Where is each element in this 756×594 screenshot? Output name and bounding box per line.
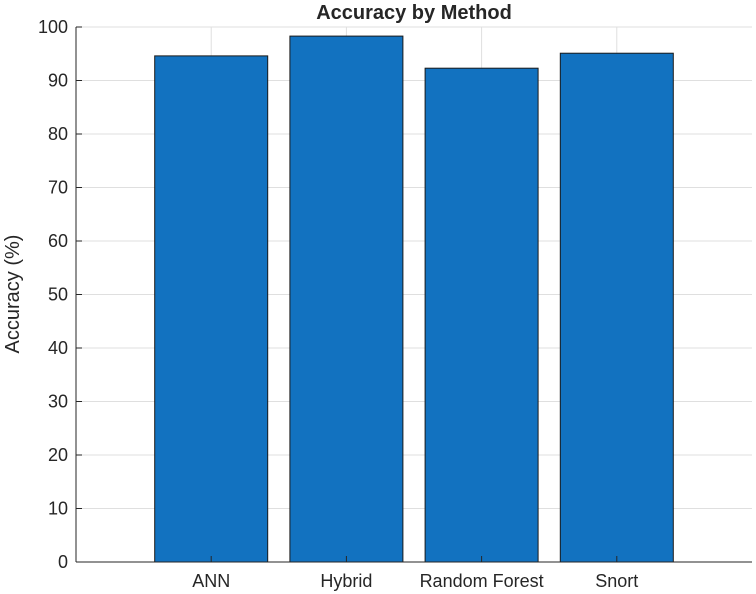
- x-ticks: ANN Hybrid Random Forest Snort: [192, 556, 638, 591]
- y-tick-label: 70: [48, 178, 68, 198]
- y-tick-label: 30: [48, 392, 68, 412]
- y-ticks: 0 10 20 30 40 50 60 70 80 90 100: [38, 17, 82, 572]
- bar-snort: [559, 52, 674, 563]
- x-tick-label: Snort: [595, 571, 638, 591]
- y-tick-label: 100: [38, 17, 68, 37]
- y-tick-label: 80: [48, 124, 68, 144]
- y-tick-label: 60: [48, 231, 68, 251]
- bar-hybrid: [289, 35, 404, 563]
- y-tick-label: 10: [48, 499, 68, 519]
- y-tick-label: 40: [48, 338, 68, 358]
- x-tick-label: Hybrid: [320, 571, 372, 591]
- x-tick-label: ANN: [192, 571, 230, 591]
- chart-title: Accuracy by Method: [316, 2, 512, 24]
- bar-random-forest: [424, 67, 539, 563]
- y-tick-label: 90: [48, 71, 68, 91]
- y-axis-label: Accuracy (%): [2, 235, 24, 354]
- bars: [154, 35, 674, 563]
- y-tick-label: 20: [48, 445, 68, 465]
- x-tick-label: Random Forest: [420, 571, 544, 591]
- y-tick-label: 50: [48, 285, 68, 305]
- bar-ann: [154, 55, 269, 563]
- y-tick-label: 0: [58, 552, 68, 572]
